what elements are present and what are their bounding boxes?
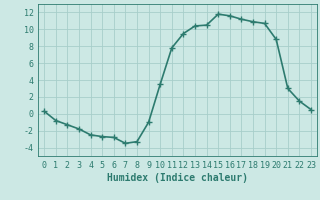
X-axis label: Humidex (Indice chaleur): Humidex (Indice chaleur): [107, 173, 248, 183]
